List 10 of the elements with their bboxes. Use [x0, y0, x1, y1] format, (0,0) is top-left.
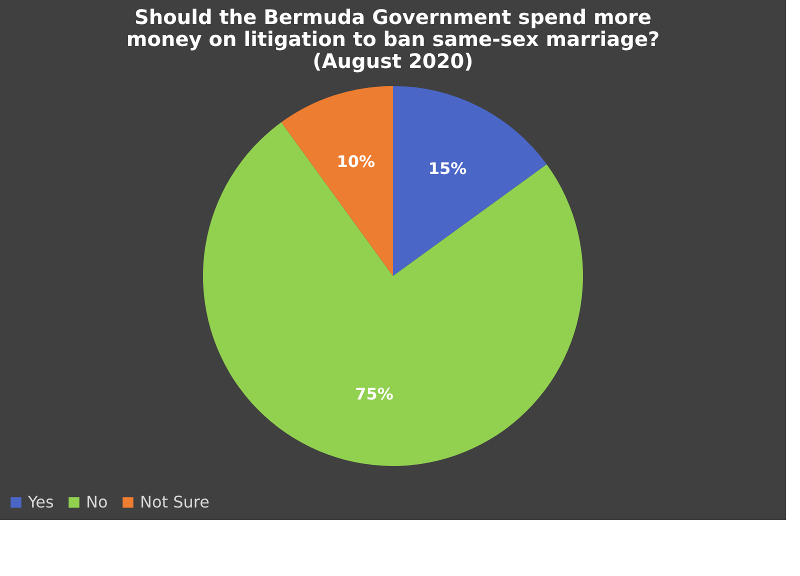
pie-slice [281, 86, 393, 276]
data-label: 75% [355, 384, 394, 404]
legend-label: No [86, 492, 108, 512]
pie-slice [393, 86, 547, 276]
pie-slice [203, 122, 583, 466]
data-label: 15% [428, 159, 467, 178]
legend-label: Not Sure [140, 492, 210, 512]
legend-label: Yes [27, 492, 54, 512]
data-label: 10% [336, 152, 376, 171]
chart-title: Should the Bermuda Government spend more money on litigation to ban same-sex marriage? (August 2020) [126, 5, 660, 73]
